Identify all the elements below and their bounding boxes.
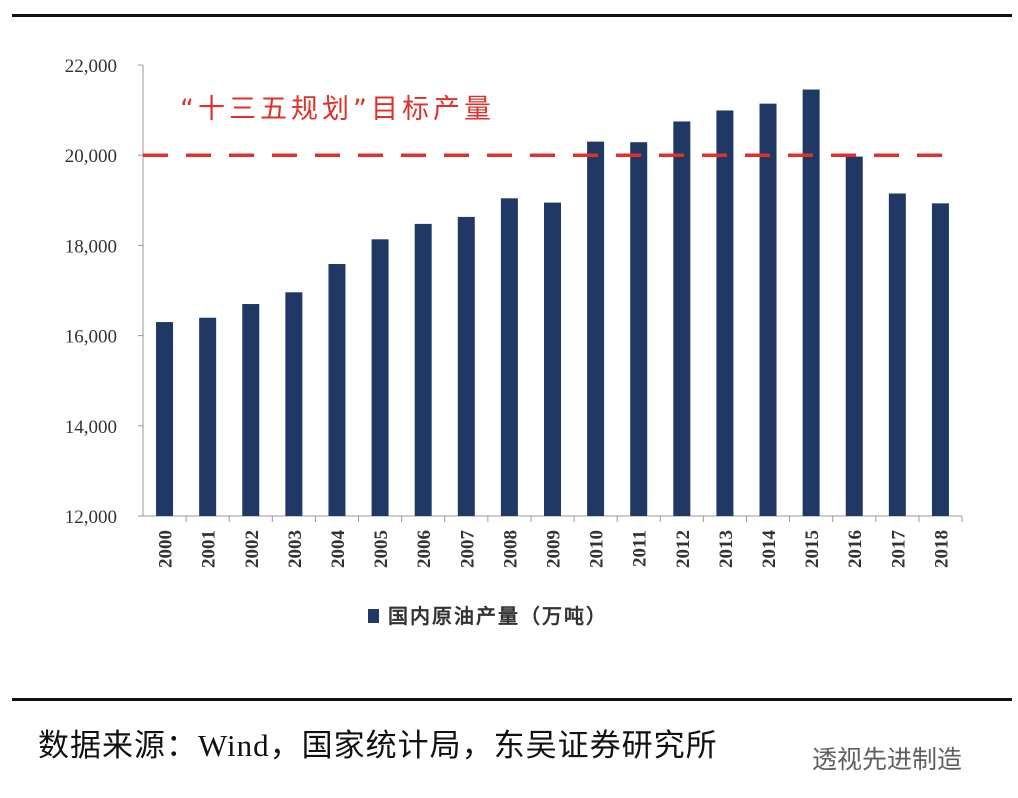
y-tick-label: 16,000 bbox=[65, 327, 117, 348]
bar-2000 bbox=[156, 322, 174, 516]
bar-2013 bbox=[716, 110, 734, 516]
bar-2016 bbox=[845, 156, 863, 517]
x-tick-label: 2012 bbox=[673, 530, 694, 568]
y-tick-label: 14,000 bbox=[65, 417, 117, 438]
bar-2005 bbox=[371, 239, 389, 516]
bar-2015 bbox=[802, 89, 820, 517]
bar-2003 bbox=[285, 292, 303, 516]
x-tick-label: 2018 bbox=[931, 530, 952, 568]
legend-label: 国内原油产量（万吨） bbox=[388, 604, 608, 628]
bar-2008 bbox=[500, 198, 518, 516]
x-tick-label: 2002 bbox=[242, 530, 263, 568]
x-tick-label: 2000 bbox=[156, 530, 177, 568]
bar-chart: 12,000 14,000 16,000 18,000 20,000 22,000 2000… bbox=[65, 56, 963, 628]
x-tick-label: 2017 bbox=[888, 530, 909, 569]
bar-2017 bbox=[888, 193, 906, 516]
y-tick-label: 12,000 bbox=[65, 507, 117, 528]
x-tick-label: 2007 bbox=[457, 530, 478, 569]
legend-swatch bbox=[368, 609, 379, 623]
bar-2009 bbox=[544, 202, 561, 516]
x-tick-label: 2013 bbox=[716, 530, 737, 568]
x-tick-label: 2005 bbox=[371, 530, 392, 568]
y-tick-label: 18,000 bbox=[65, 236, 117, 257]
bar-2006 bbox=[414, 223, 432, 516]
watermark: 透视先进制造 bbox=[812, 745, 963, 774]
x-tick-label: 2016 bbox=[845, 530, 866, 568]
bar-2018 bbox=[931, 203, 949, 516]
top-rule bbox=[12, 14, 1012, 17]
bar-2011 bbox=[630, 142, 648, 517]
x-tick-label: 2015 bbox=[802, 530, 823, 568]
x-tick-label: 2010 bbox=[587, 530, 608, 568]
bar-2004 bbox=[328, 264, 346, 516]
bar-2007 bbox=[457, 216, 475, 517]
bar-2014 bbox=[759, 103, 777, 517]
bar-2010 bbox=[587, 141, 605, 517]
x-tick-label: 2008 bbox=[500, 530, 521, 568]
source-text: 数据来源：Wind，国家统计局，东吴证券研究所 bbox=[38, 728, 718, 763]
x-tick-label: 2014 bbox=[759, 530, 780, 569]
y-tick-label: 22,000 bbox=[65, 56, 117, 77]
x-tick-label: 2011 bbox=[630, 530, 651, 567]
bar-2002 bbox=[242, 304, 260, 516]
x-tick-label: 2004 bbox=[328, 530, 349, 569]
bottom-rule bbox=[12, 698, 1012, 701]
reference-line-label: “十三五规划”目标产量 bbox=[180, 94, 495, 125]
x-tick-label: 2003 bbox=[285, 530, 306, 568]
x-tick-label: 2006 bbox=[414, 530, 435, 568]
bar-2012 bbox=[673, 121, 691, 516]
y-tick-label: 20,000 bbox=[65, 146, 117, 167]
x-tick-label: 2001 bbox=[199, 530, 220, 568]
x-tick-label: 2009 bbox=[544, 530, 565, 568]
bar-2001 bbox=[199, 317, 217, 516]
